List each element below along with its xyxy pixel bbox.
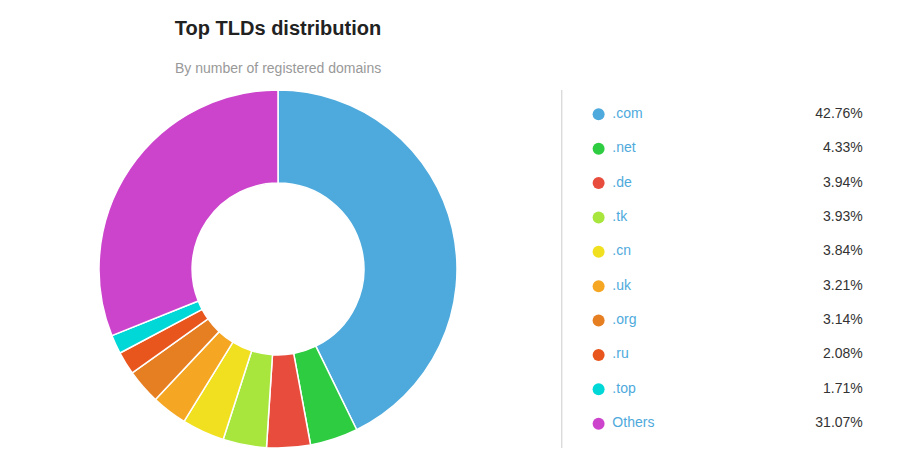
- svg-text:.com: .com: [612, 105, 642, 121]
- svg-text:By number of registered domain: By number of registered domains: [175, 60, 381, 76]
- svg-text:3.14%: 3.14%: [823, 311, 863, 327]
- svg-text:.de: .de: [612, 174, 632, 190]
- svg-text:2.08%: 2.08%: [823, 345, 863, 361]
- svg-text:.org: .org: [612, 311, 636, 327]
- svg-text:.tk: .tk: [612, 208, 628, 224]
- svg-text:Top TLDs distribution: Top TLDs distribution: [175, 17, 381, 39]
- svg-text:42.76%: 42.76%: [815, 105, 862, 121]
- svg-text:.cn: .cn: [612, 242, 631, 258]
- svg-text:3.21%: 3.21%: [823, 277, 863, 293]
- svg-text:31.07%: 31.07%: [815, 414, 862, 430]
- svg-text:4.33%: 4.33%: [823, 139, 863, 155]
- svg-text:3.84%: 3.84%: [823, 242, 863, 258]
- svg-text:1.71%: 1.71%: [823, 380, 863, 396]
- svg-text:.ru: .ru: [612, 345, 628, 361]
- svg-text:Others: Others: [612, 414, 654, 430]
- svg-text:3.94%: 3.94%: [823, 174, 863, 190]
- svg-text:3.93%: 3.93%: [823, 208, 863, 224]
- svg-text:.uk: .uk: [612, 277, 632, 293]
- svg-text:.top: .top: [612, 380, 636, 396]
- svg-text:.net: .net: [612, 139, 635, 155]
